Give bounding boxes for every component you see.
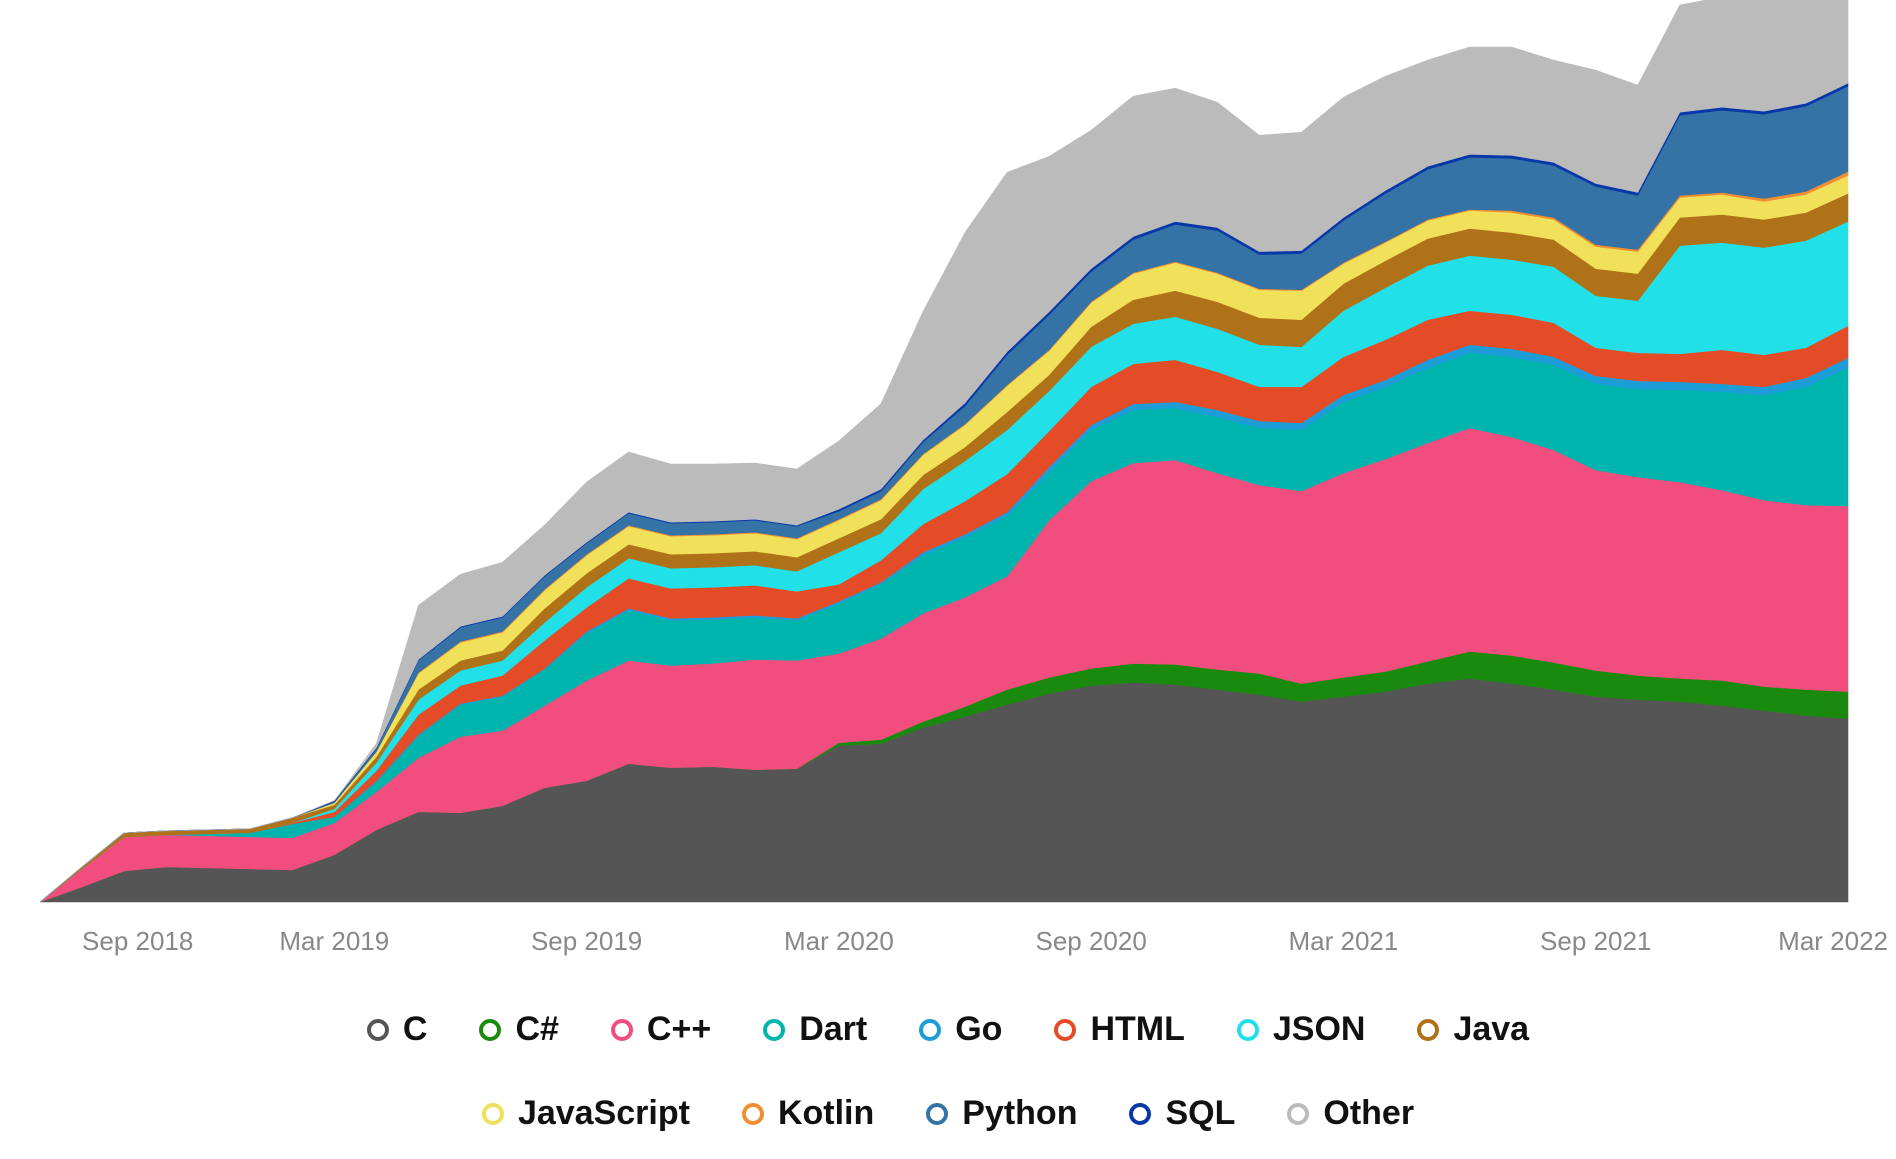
x-tick-label: Sep 2020: [1035, 926, 1146, 956]
legend-label: HTML: [1090, 1010, 1185, 1048]
legend-label: Python: [962, 1094, 1078, 1132]
legend-item-kotlin[interactable]: Kotlin: [741, 1094, 875, 1133]
x-tick-label: Mar 2022: [1778, 926, 1888, 956]
legend-row-2: JavaScript Kotlin Python SQL Other: [0, 1094, 1896, 1133]
legend-label: C++: [646, 1010, 712, 1048]
legend-swatch-icon: [1417, 1018, 1440, 1041]
legend-item-c[interactable]: C: [366, 1010, 428, 1049]
x-tick-label: Mar 2021: [1289, 926, 1399, 956]
legend-swatch-icon: [741, 1102, 764, 1125]
legend-item-other[interactable]: Other: [1287, 1094, 1414, 1133]
legend-row-1: C C# C++ Dart Go HTML JSON Java: [0, 1010, 1896, 1049]
legend-item-python[interactable]: Python: [926, 1094, 1077, 1133]
legend-item-go[interactable]: Go: [919, 1010, 1002, 1049]
legend-item-dart[interactable]: Dart: [763, 1010, 867, 1049]
legend-item-html[interactable]: HTML: [1054, 1010, 1185, 1049]
legend-swatch-icon: [1054, 1018, 1077, 1041]
area-series-group: [39, 0, 1849, 903]
legend-swatch-icon: [926, 1102, 949, 1125]
chart-canvas: Sep 2018 Mar 2019 Sep 2019 Mar 2020 Sep 2020…: [39, 0, 1888, 956]
legend-swatch-icon: [1129, 1102, 1152, 1125]
legend-swatch-icon: [366, 1018, 389, 1041]
x-tick-label: Sep 2019: [531, 926, 642, 956]
legend-swatch-icon: [481, 1102, 504, 1125]
legend-swatch-icon: [479, 1018, 502, 1041]
legend-label: SQL: [1165, 1094, 1236, 1132]
legend-item-javascript[interactable]: JavaScript: [481, 1094, 690, 1133]
legend-item-cplusplus[interactable]: C++: [610, 1010, 712, 1049]
x-tick-label: Mar 2019: [279, 926, 389, 956]
legend-swatch-icon: [763, 1018, 786, 1041]
x-axis-tick-labels: Sep 2018 Mar 2019 Sep 2019 Mar 2020 Sep 2020…: [82, 926, 1888, 956]
area-other: [39, 0, 1849, 903]
legend-label: JSON: [1272, 1010, 1366, 1048]
legend-swatch-icon: [610, 1018, 633, 1041]
legend-label: C: [402, 1010, 428, 1048]
x-tick-label: Mar 2020: [784, 926, 894, 956]
x-tick-label: Sep 2021: [1540, 926, 1651, 956]
legend-label: Go: [955, 1010, 1003, 1048]
legend-item-sql[interactable]: SQL: [1129, 1094, 1235, 1133]
legend-swatch-icon: [1287, 1102, 1310, 1125]
x-tick-label: Sep 2018: [82, 926, 193, 956]
legend-label: Other: [1323, 1094, 1415, 1132]
legend-label: Kotlin: [777, 1094, 875, 1132]
legend-swatch-icon: [1236, 1018, 1259, 1041]
legend-label: C#: [515, 1010, 559, 1048]
legend-item-java[interactable]: Java: [1417, 1010, 1529, 1049]
legend-item-csharp[interactable]: C#: [479, 1010, 559, 1049]
legend-item-json[interactable]: JSON: [1236, 1010, 1366, 1049]
legend-label: Dart: [799, 1010, 868, 1048]
legend-label: Java: [1453, 1010, 1530, 1048]
legend-label: JavaScript: [517, 1094, 690, 1132]
legend-swatch-icon: [919, 1018, 942, 1041]
